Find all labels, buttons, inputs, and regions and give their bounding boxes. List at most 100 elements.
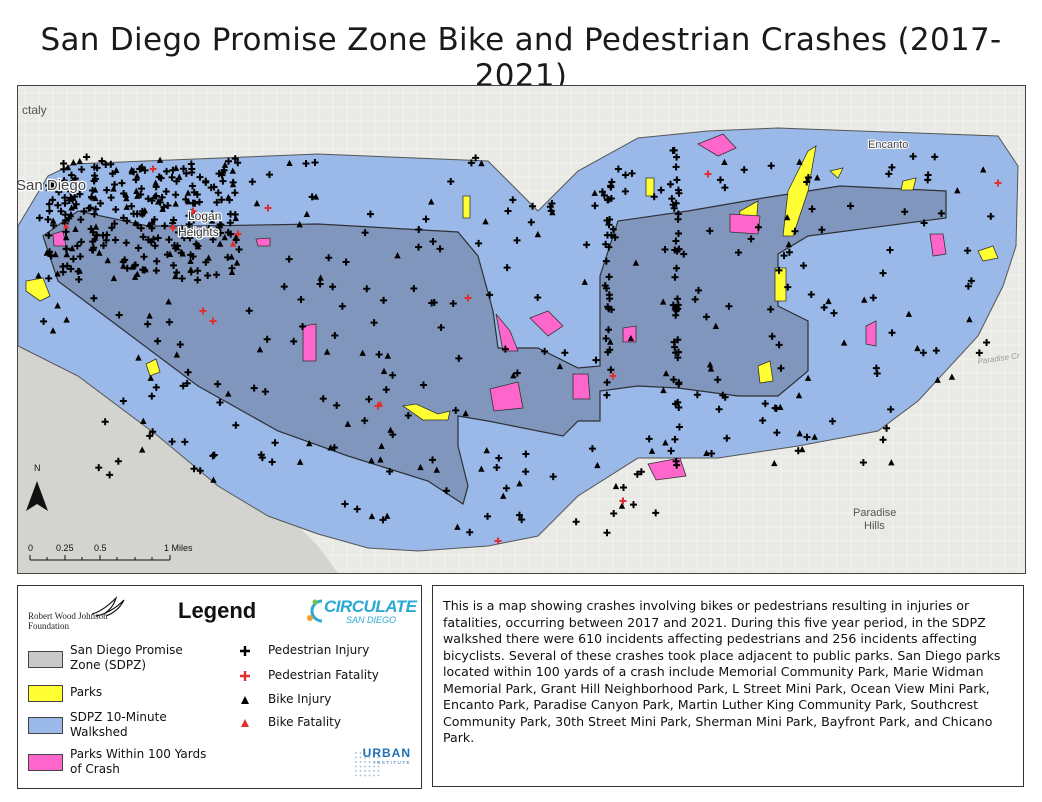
pedestrian-injury-mark: [529, 202, 537, 210]
pedestrian-injury-mark: [180, 234, 188, 242]
pedestrian-injury-mark: [503, 264, 511, 272]
bike-injury-mark: [344, 420, 351, 427]
bike-injury-mark: [225, 390, 232, 397]
bike-injury-mark: [54, 270, 61, 277]
pedestrian-injury-mark: [141, 166, 149, 174]
pedestrian-injury-mark: [316, 280, 324, 288]
pedestrian-injury-mark: [493, 464, 501, 472]
bike-injury-mark: [92, 223, 100, 230]
legend-label-bike-injury: Bike Injury: [268, 692, 332, 706]
bike-injury-mark: [712, 322, 720, 329]
crash-map[interactable]: ctaly San Diego Logan Heights Encanto Pa…: [18, 86, 1025, 573]
pedestrian-injury-mark: [931, 153, 939, 161]
pedestrian-injury-mark: [232, 236, 240, 244]
map-panel[interactable]: ctaly San Diego Logan Heights Encanto Pa…: [17, 85, 1026, 574]
pedestrian-injury-mark: [95, 464, 103, 472]
bike-injury-mark: [966, 315, 973, 323]
pedestrian-injury-mark: [216, 229, 224, 237]
pedestrian-injury-mark: [190, 216, 198, 224]
bike-injury-mark: [72, 225, 79, 233]
pedestrian-injury-mark: [987, 212, 995, 220]
parks-layer: [25, 133, 999, 481]
pedestrian-injury-mark: [920, 219, 928, 227]
bike-injury-mark: [179, 250, 186, 257]
pedestrian-injury-mark: [800, 262, 808, 270]
bike-injury-mark: [104, 256, 111, 264]
pedestrian-injury-mark: [106, 471, 114, 479]
bike-injury-mark: [594, 461, 601, 469]
pedestrian-injury-mark: [235, 246, 243, 254]
pedestrian-injury-mark: [437, 323, 445, 331]
pedestrian-injury-mark: [49, 183, 57, 191]
red-cross-icon: [240, 671, 250, 681]
pedestrian-injury-mark: [57, 207, 65, 215]
pedestrian-injury-mark: [667, 447, 675, 455]
pedestrian-injury-mark: [518, 516, 526, 524]
pedestrian-injury-mark: [111, 181, 119, 189]
pedestrian-injury-mark: [919, 349, 927, 357]
pedestrian-injury-mark: [428, 299, 436, 307]
pedestrian-injury-mark: [670, 146, 678, 154]
pedestrian-injury-mark: [92, 205, 100, 213]
pedestrian-injury-mark: [602, 257, 610, 265]
bike-injury-mark: [888, 459, 895, 466]
park-shape: [401, 403, 451, 421]
pedestrian-injury-mark: [285, 255, 293, 263]
pedestrian-injury-mark: [614, 165, 622, 173]
park-shape: [25, 277, 51, 302]
pedestrian-injury-mark: [115, 311, 123, 319]
bike-injury-mark: [64, 164, 72, 171]
pedestrian-injury-mark: [290, 337, 298, 345]
bike-injury-mark: [591, 189, 598, 196]
pedestrian-injury-mark: [209, 236, 217, 244]
pedestrian-fatality-mark: [189, 207, 197, 215]
bike-injury-mark: [433, 466, 440, 473]
bike-injury-mark: [825, 297, 832, 305]
pedestrian-injury-mark: [415, 225, 423, 233]
park-shape: [757, 360, 774, 384]
pedestrian-injury-mark: [964, 247, 972, 255]
pedestrian-injury-mark: [666, 180, 674, 188]
pedestrian-injury-mark: [162, 188, 170, 196]
pedestrian-injury-mark: [45, 207, 53, 215]
pedestrian-fatality-mark: [234, 230, 242, 238]
bike-injury-mark: [612, 482, 620, 490]
pedestrian-injury-mark: [780, 252, 788, 260]
bike-injury-mark: [462, 410, 469, 417]
pedestrian-injury-mark: [721, 393, 729, 401]
bike-injury-mark: [92, 194, 99, 202]
pedestrian-injury-mark: [605, 273, 613, 281]
bike-injury-mark: [784, 213, 791, 221]
legend-label-bike-fatality: Bike Fatality: [268, 715, 341, 729]
pedestrian-injury-mark: [131, 261, 139, 269]
pedestrian-injury-mark: [60, 182, 68, 190]
bike-injury-mark: [145, 220, 153, 228]
pedestrian-injury-mark: [118, 179, 126, 187]
bike-injury-mark: [110, 274, 118, 282]
description-panel: This is a map showing crashes involving …: [432, 585, 1024, 787]
pedestrian-injury-mark: [937, 209, 945, 217]
legend-label-ped-fatality: Pedestrian Fatality: [268, 668, 379, 682]
pedestrian-injury-mark: [63, 245, 71, 253]
bike-injury-mark: [216, 240, 224, 247]
pedestrian-injury-mark: [154, 337, 162, 345]
pedestrian-injury-mark: [188, 182, 196, 190]
pedestrian-injury-mark: [675, 189, 683, 197]
pedestrian-injury-mark: [194, 276, 202, 284]
pedestrian-injury-mark: [338, 302, 346, 310]
pedestrian-injury-mark: [231, 155, 239, 163]
pedestrian-injury-mark: [607, 183, 615, 191]
pedestrian-injury-mark: [820, 303, 828, 311]
pedestrian-injury-mark: [598, 188, 606, 196]
pedestrian-injury-mark: [62, 228, 70, 236]
pedestrian-injury-mark: [72, 200, 80, 208]
pedestrian-injury-mark: [602, 240, 610, 248]
pedestrian-injury-mark: [609, 225, 617, 233]
pedestrian-injury-mark: [675, 423, 683, 431]
pedestrian-injury-mark: [604, 303, 612, 311]
bike-injury-mark: [172, 200, 179, 207]
pedestrian-injury-mark: [784, 283, 792, 291]
pedestrian-fatality-mark: [619, 497, 627, 505]
bike-injury-mark: [428, 198, 435, 205]
pedestrian-injury-mark: [693, 391, 701, 399]
